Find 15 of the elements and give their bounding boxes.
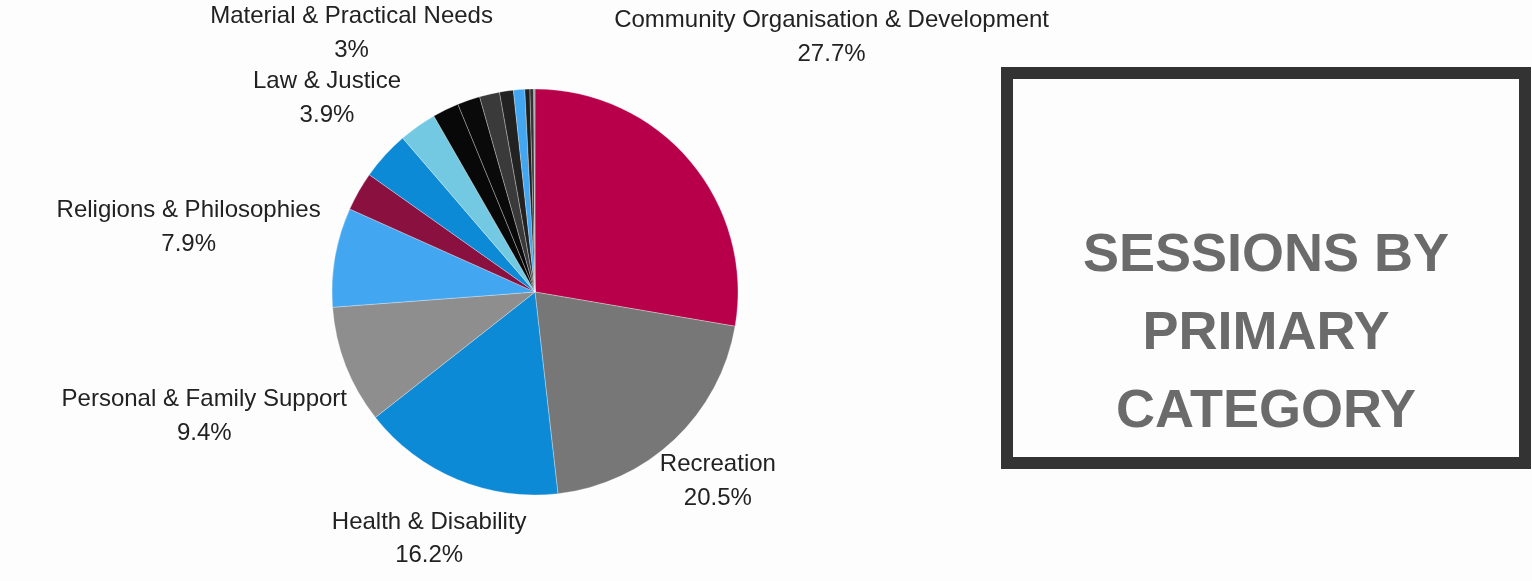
data-label: 27.7%: [797, 38, 866, 66]
slice-label: Religions & Philosophies: [56, 194, 321, 222]
slice-label: Law & Justice: [252, 66, 402, 94]
data-label: 20.5%: [683, 482, 752, 510]
slice-label: Recreation: [659, 448, 776, 476]
data-label: 3%: [334, 34, 369, 62]
text: SESSIONS BY PRIMARY CATEGORY: [1082, 222, 1450, 438]
slice-label: Health & Disability: [331, 506, 527, 534]
slice-label: Material & Practical Needs: [210, 1, 493, 28]
slice-label: Personal & Family Support: [61, 383, 348, 411]
data-label: 9.4%: [176, 417, 232, 445]
data-label: 7.9%: [161, 228, 216, 256]
slice-label: Community Organisation & Development: [614, 5, 1050, 33]
data-label: 3.9%: [299, 99, 355, 127]
data-label: 16.2%: [395, 540, 464, 568]
